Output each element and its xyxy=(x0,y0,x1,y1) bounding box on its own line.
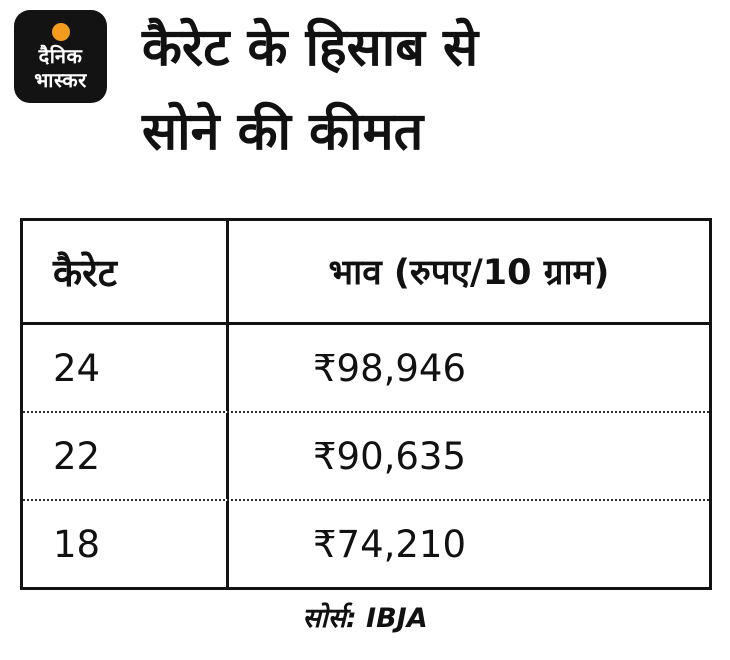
header-cell-carat: कैरेट xyxy=(23,221,229,322)
carat-cell: 24 xyxy=(23,325,229,411)
sun-icon xyxy=(51,23,70,41)
title-line-2: सोने की कीमत xyxy=(142,102,424,162)
table-row-18: 18 ₹74,210 xyxy=(23,499,709,587)
header-cell-price: भाव (रुपए/10 ग्राम) xyxy=(328,253,610,293)
price-cell: ₹74,210 xyxy=(313,522,467,566)
logo-text-line2: भास्कर xyxy=(34,68,87,92)
title-line-1: कैरेट के हिसाब से xyxy=(142,18,479,78)
page-title: कैरेट के हिसाब से सोने की कीमत xyxy=(142,6,478,174)
table-row-22: 22 ₹90,635 xyxy=(23,411,709,499)
price-cell: ₹98,946 xyxy=(313,346,467,390)
logo-text-line1: दैनिक xyxy=(38,44,83,68)
source-text: सोर्स: IBJA xyxy=(302,603,428,634)
carat-cell: 22 xyxy=(23,413,229,499)
carat-cell: 18 xyxy=(23,501,229,587)
price-table: कैरेट भाव (रुपए/10 ग्राम) 24 ₹98,946 22 … xyxy=(20,218,712,590)
price-cell: ₹90,635 xyxy=(313,434,467,478)
table-row-24: 24 ₹98,946 xyxy=(23,325,709,411)
brand-logo: दैनिक भास्कर xyxy=(14,10,107,103)
table-header-row: कैरेट भाव (रुपए/10 ग्राम) xyxy=(23,221,709,325)
